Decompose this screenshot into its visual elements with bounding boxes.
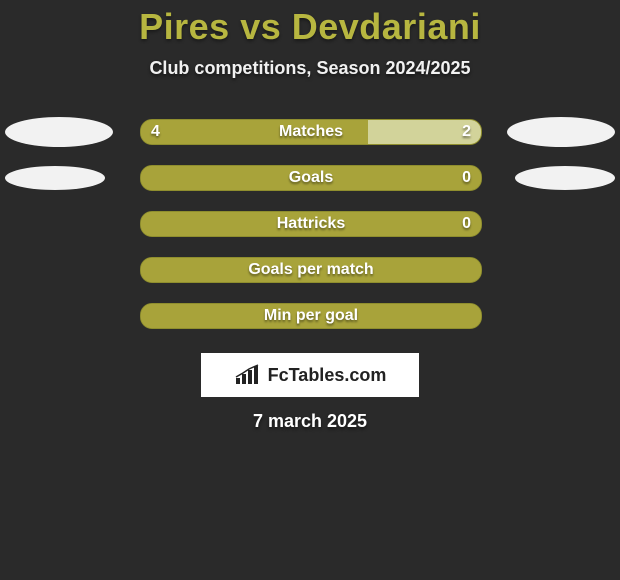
bar-left-fill xyxy=(141,166,481,190)
right-value: 0 xyxy=(462,215,471,233)
stat-row-matches: 4 Matches 2 xyxy=(0,109,620,155)
avatar-left xyxy=(5,166,105,190)
bar-left-fill xyxy=(141,212,481,236)
avatar-right xyxy=(515,166,615,190)
bar-left-fill xyxy=(141,304,481,328)
stat-row-goals: Goals 0 xyxy=(0,155,620,201)
avatar-left xyxy=(5,117,113,147)
right-value: 0 xyxy=(462,169,471,187)
stat-rows: 4 Matches 2 Goals 0 xyxy=(0,109,620,339)
brand-text: FcTables.com xyxy=(268,365,387,386)
bar-chart-icon xyxy=(234,364,262,386)
page-title: Pires vs Devdariani xyxy=(0,0,620,48)
bar-track: Min per goal xyxy=(140,303,482,329)
bar-left-fill xyxy=(141,120,368,144)
avatar-right xyxy=(507,117,615,147)
page-subtitle: Club competitions, Season 2024/2025 xyxy=(0,58,620,79)
right-value: 2 xyxy=(462,123,471,141)
stat-row-min-per-goal: Min per goal xyxy=(0,293,620,339)
bar-track: 4 Matches 2 xyxy=(140,119,482,145)
bar-track: Hattricks 0 xyxy=(140,211,482,237)
stat-row-goals-per-match: Goals per match xyxy=(0,247,620,293)
left-value: 4 xyxy=(151,123,160,141)
bar-left-fill xyxy=(141,258,481,282)
bar-track: Goals 0 xyxy=(140,165,482,191)
stat-row-hattricks: Hattricks 0 xyxy=(0,201,620,247)
brand-badge: FcTables.com xyxy=(201,353,419,397)
comparison-card: Pires vs Devdariani Club competitions, S… xyxy=(0,0,620,580)
footer-date: 7 march 2025 xyxy=(0,411,620,432)
bar-track: Goals per match xyxy=(140,257,482,283)
